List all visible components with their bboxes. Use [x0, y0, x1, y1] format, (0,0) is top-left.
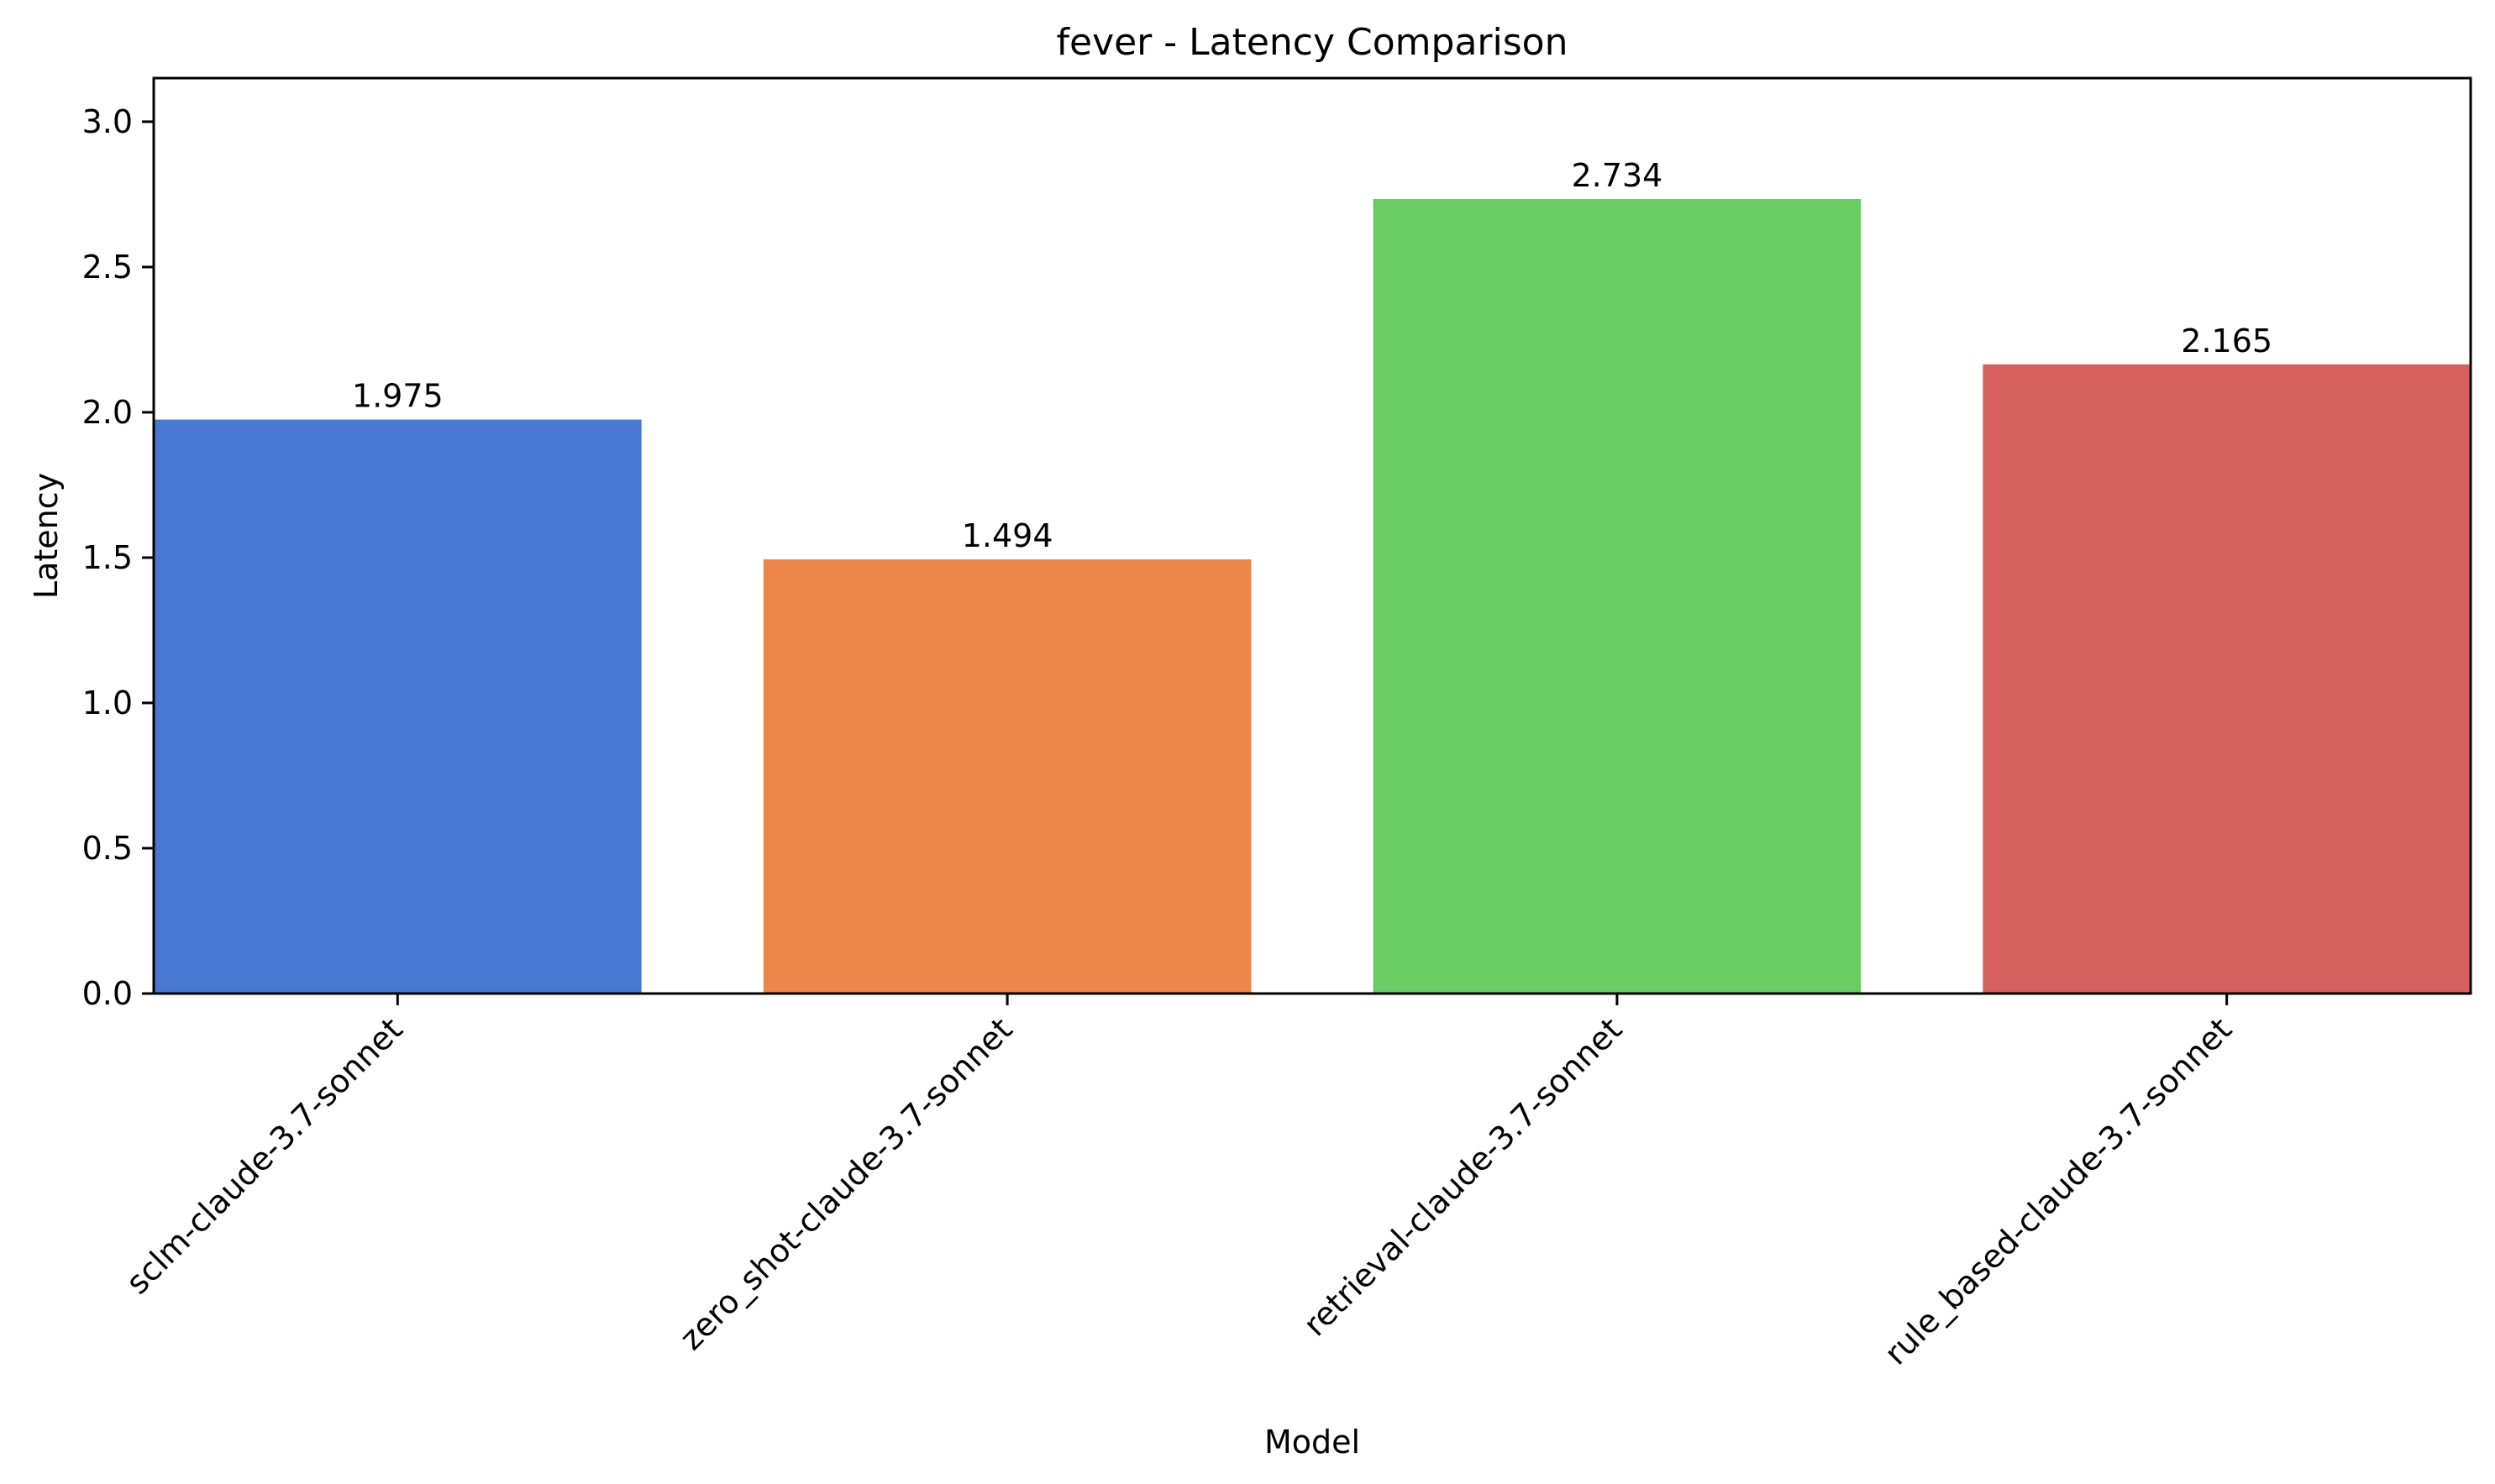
bar-value-label-0: 1.975: [352, 378, 444, 415]
bar-value-label-2: 2.734: [1571, 157, 1662, 194]
y-tick-label-6: 3.0: [82, 103, 133, 140]
y-tick-label-1: 0.5: [82, 830, 133, 867]
bar-1: [763, 559, 1252, 994]
bar-value-label-1: 1.494: [962, 517, 1053, 554]
y-tick-label-4: 2.0: [82, 394, 133, 431]
data-labels-group: 1.975 1.494 2.734 2.165: [352, 157, 2272, 554]
y-tick-label-5: 2.5: [82, 249, 133, 286]
y-tick-label-3: 1.5: [82, 539, 133, 576]
y-tick-label-0: 0.0: [82, 975, 133, 1012]
chart-title: fever - Latency Comparison: [1057, 21, 1568, 64]
bar-2: [1373, 198, 1862, 994]
bar-value-label-3: 2.165: [2181, 322, 2272, 359]
x-axis-label: Model: [1264, 1424, 1360, 1460]
bar-3: [1983, 364, 2471, 994]
y-tick-label-2: 1.0: [82, 684, 133, 721]
y-axis: 0.0 0.5 1.0 1.5 2.0 2.5 3.0: [82, 103, 154, 1012]
bar-0: [154, 419, 642, 994]
bars-group: [154, 198, 2471, 994]
y-axis-label: Latency: [28, 473, 65, 599]
plot-frame: [152, 76, 2472, 995]
